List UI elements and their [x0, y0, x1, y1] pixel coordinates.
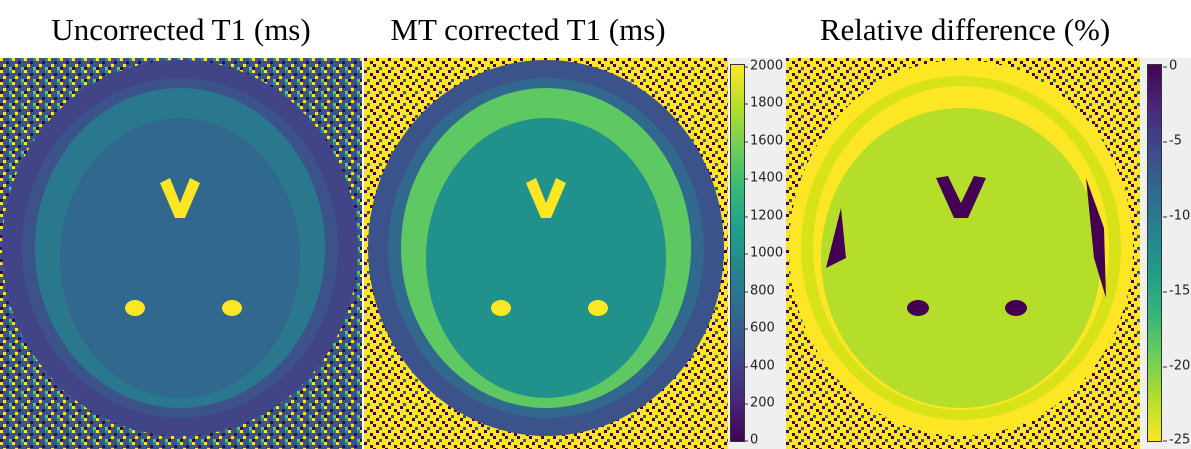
- colorbar-tick: 1200: [743, 208, 784, 224]
- colorbar-tick: 0: [743, 432, 759, 448]
- colorbar-tick: -25: [1162, 432, 1191, 448]
- colorbar-tick: 200: [744, 395, 775, 411]
- difference-colorbar: [1147, 64, 1162, 442]
- colorbar-tick: 800: [744, 283, 775, 299]
- colorbar-tick: 2000: [743, 58, 784, 74]
- mt-corrected-t1-map: [364, 58, 728, 449]
- colorbar-tick: -10: [1162, 208, 1191, 224]
- difference-colorbar-area: [1140, 58, 1191, 449]
- colorbar-tick: 400: [744, 358, 775, 374]
- uncorrected-t1-map: [0, 58, 362, 449]
- t1-colorbar-area: [728, 58, 786, 449]
- panel-title-uncorrected: Uncorrected T1 (ms): [51, 12, 311, 47]
- colorbar-tick: 600: [744, 320, 775, 336]
- panel-title-relative-difference: Relative difference (%): [819, 12, 1111, 47]
- colorbar-tick: -15: [1162, 283, 1191, 299]
- colorbar-tick: 1600: [743, 133, 784, 149]
- colorbar-tick: -5: [1163, 133, 1182, 149]
- colorbar-tick: 0: [1162, 58, 1178, 74]
- colorbar-tick: 1000: [743, 245, 784, 261]
- t1-colorbar: [730, 64, 745, 442]
- ventricles: [526, 178, 566, 218]
- panel-title-mt-corrected: MT corrected T1 (ms): [390, 12, 666, 47]
- relative-difference-map: [786, 58, 1140, 449]
- colorbar-tick: 1400: [743, 170, 784, 186]
- ventricles: [160, 178, 200, 218]
- colorbar-tick: -20: [1162, 358, 1191, 374]
- ventricles: [936, 176, 986, 218]
- colorbar-tick: 1800: [743, 95, 784, 111]
